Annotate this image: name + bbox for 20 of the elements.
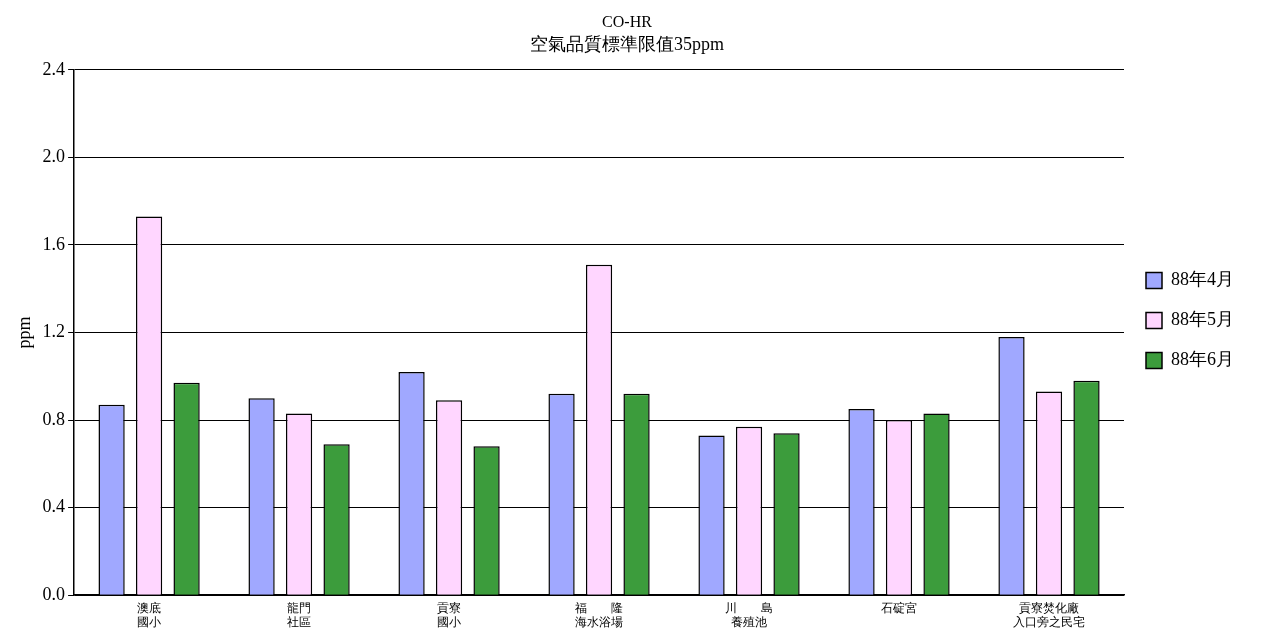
y-tick-label: 0.8: [42, 408, 66, 429]
x-tick-label: 川 島養殖池: [725, 600, 774, 629]
legend-label: 88年5月: [1171, 309, 1234, 330]
x-tick-label: 龍門社區: [287, 600, 312, 629]
y-tick-label: 0.0: [42, 583, 66, 604]
x-tick-label: 貢寮焚化廠入口旁之民宅: [1013, 600, 1086, 629]
chart-title: CO-HR: [602, 12, 653, 30]
y-tick-label: 1.2: [42, 321, 66, 342]
x-tick-label: 石碇宮: [881, 600, 918, 615]
legend-label: 88年4月: [1171, 269, 1234, 290]
y-tick-label: 1.6: [42, 233, 66, 254]
y-axis-title: ppm: [13, 316, 34, 349]
x-tick-label: 貢寮國小: [437, 600, 462, 629]
y-tick-label: 0.4: [42, 496, 66, 517]
legend-label: 88年6月: [1171, 349, 1234, 370]
x-tick-label: 福 隆海水浴場: [575, 600, 624, 629]
y-tick-label: 2.4: [42, 58, 66, 79]
chart-subtitle: 空氣品質標準限值35ppm: [529, 33, 725, 54]
x-tick-label: 澳底國小: [137, 600, 162, 629]
y-tick-label: 2.0: [42, 146, 66, 167]
